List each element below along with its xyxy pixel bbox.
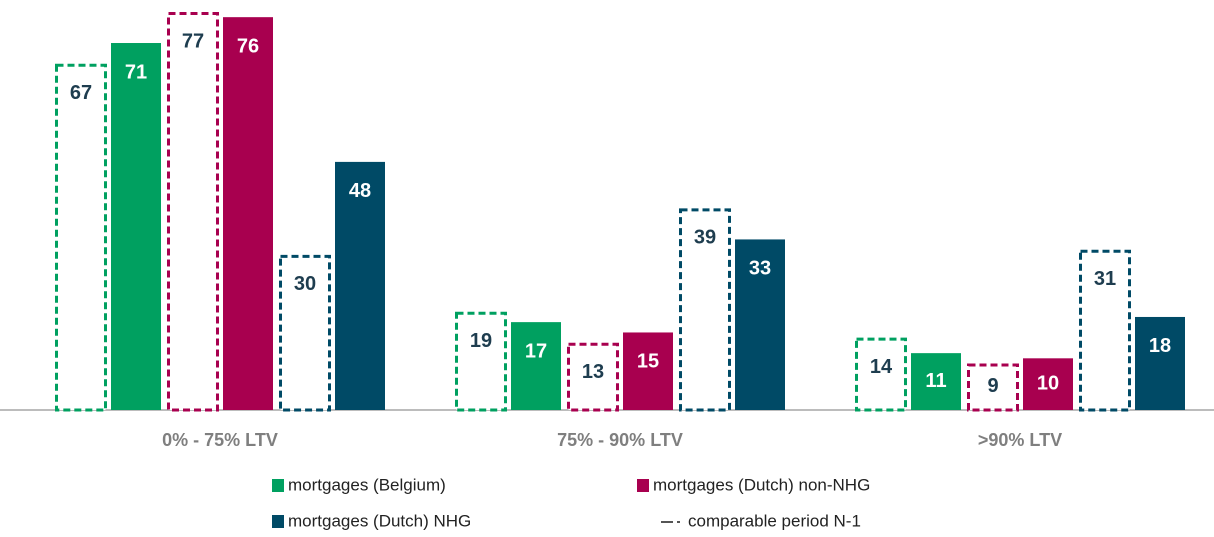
value-label: 33: [749, 258, 771, 280]
legend-label: mortgages (Dutch) non-NHG: [653, 475, 870, 494]
value-label: 10: [1037, 372, 1059, 394]
legend-label: mortgages (Belgium): [288, 475, 446, 494]
previous-value-label: 9: [987, 375, 998, 397]
bar: [335, 161, 385, 410]
value-label: 11: [925, 370, 946, 392]
value-label: 17: [525, 340, 547, 362]
bar: [735, 239, 785, 410]
value-label: 48: [349, 180, 371, 202]
legend-swatch: [272, 515, 284, 528]
previous-bar: [855, 337, 907, 412]
previous-value-label: 31: [1094, 268, 1116, 290]
previous-bar: [679, 208, 731, 412]
x-tick-label: 0% - 75% LTV: [162, 430, 278, 450]
previous-bar: [279, 254, 331, 412]
x-tick-label: 75% - 90% LTV: [557, 430, 683, 450]
previous-bar: [167, 12, 219, 412]
value-label: 76: [237, 35, 259, 57]
previous-value-label: 19: [470, 330, 492, 352]
bar: [1023, 358, 1073, 410]
previous-bar: [967, 363, 1019, 412]
legend-label: mortgages (Dutch) NHG: [288, 511, 471, 530]
legend-swatch: [637, 479, 649, 492]
x-tick-label: >90% LTV: [978, 430, 1062, 450]
bar: [111, 43, 161, 410]
value-label: 18: [1149, 335, 1171, 357]
previous-value-label: 67: [70, 82, 92, 104]
bar: [623, 332, 673, 410]
previous-value-label: 14: [870, 356, 893, 378]
previous-value-label: 39: [694, 227, 716, 249]
previous-value-label: 30: [294, 273, 316, 295]
bar: [511, 322, 561, 410]
bar: [1135, 316, 1185, 410]
previous-bar: [455, 311, 507, 412]
legend-label: comparable period N-1: [688, 511, 861, 530]
legend-swatch: [272, 479, 284, 492]
previous-bar: [567, 342, 619, 412]
bar: [911, 353, 961, 410]
value-label: 71: [125, 61, 147, 83]
bar: [223, 17, 273, 411]
previous-value-label: 77: [182, 30, 204, 52]
previous-bar: [55, 63, 107, 412]
previous-bar: [1079, 249, 1131, 412]
value-label: 15: [637, 351, 659, 373]
previous-value-label: 13: [582, 361, 604, 383]
